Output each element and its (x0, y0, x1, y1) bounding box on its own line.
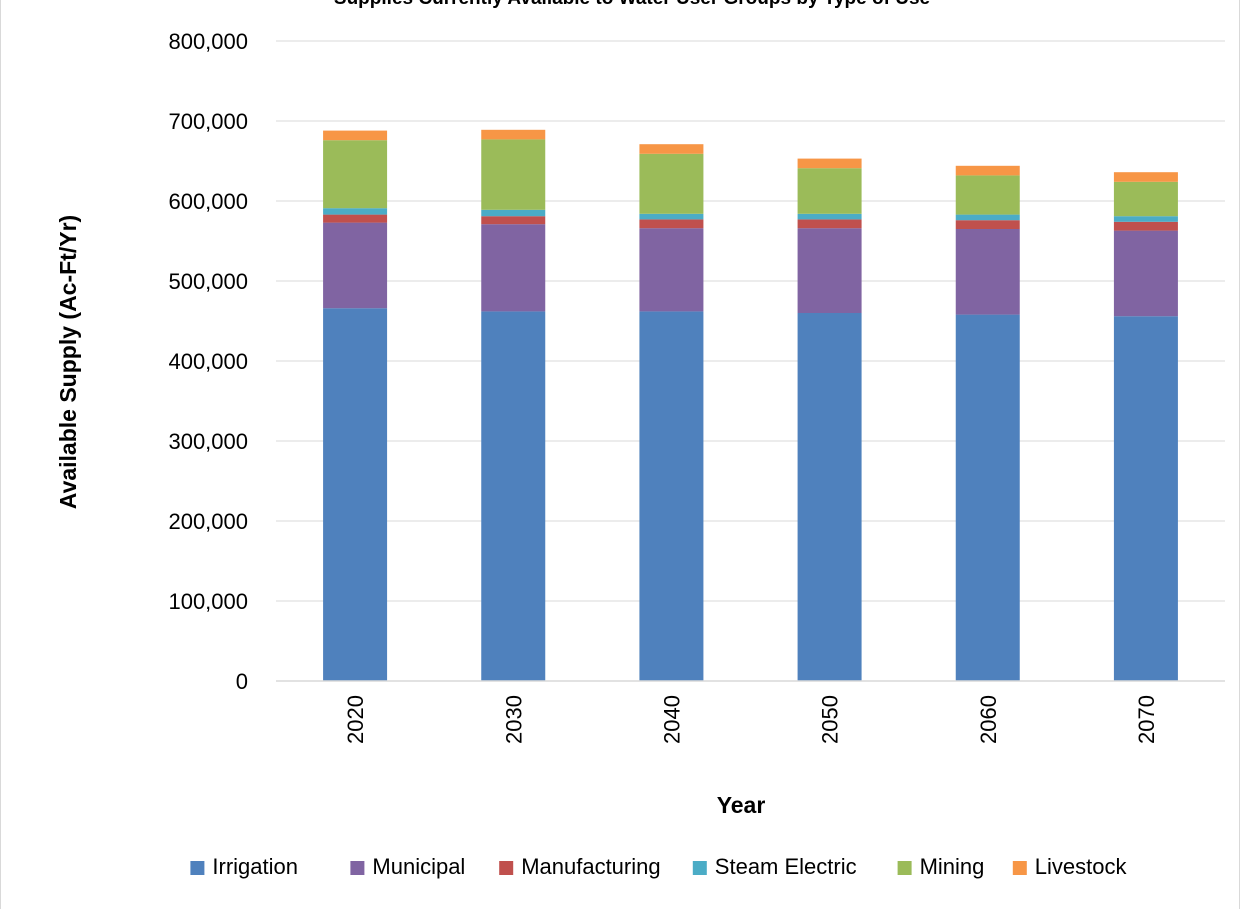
y-tick-label: 500,000 (168, 269, 248, 294)
legend-item-manufacturing: Manufacturing (499, 854, 661, 879)
bar-segment-livestock-2050 (797, 158, 862, 169)
bar-segment-manufacturing-2060 (955, 220, 1020, 229)
bar-segment-mining-2040 (639, 153, 704, 214)
legend-swatch (499, 861, 514, 875)
x-tick-label: 2060 (976, 695, 1001, 744)
bar-segment-steam-electric-2060 (955, 214, 1020, 221)
bar-segment-irrigation-2030 (481, 311, 546, 681)
legend-label: Manufacturing (521, 854, 660, 879)
y-tick-label: 700,000 (168, 109, 248, 134)
x-tick-label: 2070 (1134, 695, 1159, 744)
x-tick-label: 2030 (501, 695, 526, 744)
bar-segment-manufacturing-2070 (1113, 221, 1178, 231)
bar-segment-mining-2020 (323, 140, 388, 209)
legend: Irrigation Municipal Manufacturing Steam El… (190, 854, 1128, 879)
bar-segment-irrigation-2070 (1113, 316, 1178, 681)
bar-segment-steam-electric-2030 (481, 209, 546, 217)
legend-swatch (692, 861, 707, 875)
bar-segment-municipal-2030 (481, 224, 546, 312)
legend-label: Livestock (1035, 854, 1128, 879)
bar-segment-irrigation-2050 (797, 313, 862, 681)
legend-item-livestock: Livestock (1012, 854, 1128, 879)
legend-swatch (897, 861, 912, 875)
bar-segment-municipal-2040 (639, 228, 704, 312)
x-tick-label: 2050 (818, 695, 843, 744)
bar-segment-municipal-2020 (323, 222, 388, 309)
y-axis-title: Available Supply (Ac-Ft/Yr) (55, 215, 81, 509)
bar-segment-manufacturing-2020 (323, 214, 388, 223)
bar-segment-livestock-2060 (955, 165, 1020, 176)
y-axis-tick-labels: 0 100,000 200,000 300,000 400,000 500,000 600,… (168, 29, 248, 694)
y-tick-label: 600,000 (168, 189, 248, 214)
bar-segment-irrigation-2040 (639, 311, 704, 681)
legend-item-steam-electric: Steam Electric (692, 854, 857, 879)
bar-segment-steam-electric-2020 (323, 208, 388, 215)
legend-label: Irrigation (212, 854, 298, 879)
legend-swatch (1012, 861, 1027, 875)
gridlines (276, 40, 1225, 602)
bar-segment-steam-electric-2040 (639, 213, 704, 220)
bar-segment-steam-electric-2070 (1113, 216, 1178, 222)
bar-segment-municipal-2060 (955, 229, 1020, 315)
bar-segment-manufacturing-2040 (639, 219, 704, 229)
y-tick-label: 300,000 (168, 429, 248, 454)
y-tick-label: 200,000 (168, 509, 248, 534)
bar-segment-irrigation-2060 (955, 314, 1020, 681)
bar-segment-mining-2070 (1113, 181, 1178, 217)
legend-label: Steam Electric (715, 854, 857, 879)
bar-segment-municipal-2050 (797, 228, 862, 313)
bar-segment-mining-2060 (955, 175, 1020, 215)
legend-swatch (350, 861, 365, 875)
legend-label: Mining (920, 854, 985, 879)
x-axis-title: Year (717, 792, 766, 818)
chart-title: Supplies Currently Available to Water Us… (334, 0, 930, 9)
bar-segment-municipal-2070 (1113, 230, 1178, 317)
y-tick-label: 800,000 (168, 29, 248, 54)
legend-label: Municipal (372, 854, 465, 879)
x-axis-tick-labels: 2020 2030 2040 2050 2060 2070 (343, 695, 1159, 744)
legend-swatch (190, 861, 205, 875)
bar-segment-irrigation-2020 (323, 308, 388, 681)
legend-item-irrigation: Irrigation (190, 854, 298, 879)
bar-segment-manufacturing-2050 (797, 219, 862, 229)
bar-segment-steam-electric-2050 (797, 213, 862, 220)
legend-item-mining: Mining (897, 854, 985, 879)
y-tick-label: 100,000 (168, 589, 248, 614)
y-tick-label: 400,000 (168, 349, 248, 374)
y-tick-label: 0 (236, 669, 248, 694)
x-tick-label: 2020 (343, 695, 368, 744)
bar-segment-mining-2030 (481, 139, 546, 210)
legend-item-municipal: Municipal (350, 854, 465, 879)
bars (323, 129, 1178, 681)
bar-segment-mining-2050 (797, 168, 862, 214)
bar-segment-livestock-2070 (1113, 172, 1178, 182)
bar-segment-livestock-2040 (639, 144, 704, 154)
x-tick-label: 2040 (659, 695, 684, 744)
bar-segment-manufacturing-2030 (481, 216, 546, 225)
bar-segment-livestock-2020 (323, 130, 388, 141)
bar-segment-livestock-2030 (481, 129, 546, 140)
